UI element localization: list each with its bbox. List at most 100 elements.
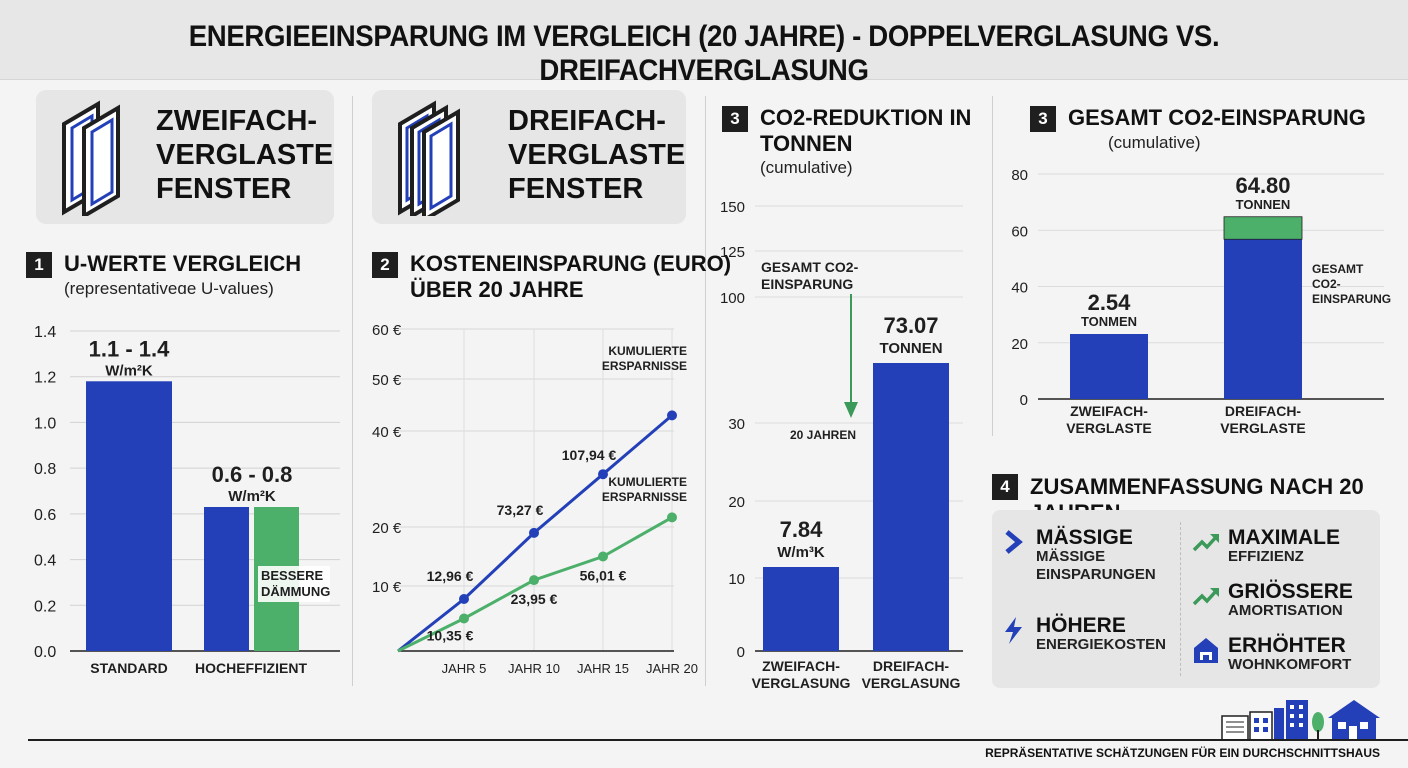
card-title: DREIFACH- VERGLASTE FENSTER (508, 105, 686, 205)
column-divider (705, 96, 706, 686)
x-tick-label: DREIFACH-VERGLASUNG (862, 658, 961, 691)
summary-item: ERHÖHTER WOHNKOMFORT (1192, 634, 1372, 684)
y-tick-label: 0.6 (34, 507, 56, 524)
section-number: 4 (992, 474, 1018, 500)
x-tick-label: STANDARD (90, 660, 168, 676)
data-label: 73.07 (883, 313, 938, 338)
summary-subtitle: EFFIZIENZ (1228, 548, 1304, 565)
bar (763, 567, 839, 651)
x-tick-label: ZWEIFACH-VERGLASTE (1066, 403, 1152, 436)
y-tick-label: 80 (1011, 167, 1028, 184)
y-tick-label: 50 € (372, 372, 402, 389)
y-tick-label: 1.0 (34, 415, 56, 432)
data-label: 12,96 € (427, 568, 474, 584)
y-tick-label: 1.2 (34, 370, 56, 387)
bar (86, 381, 172, 651)
u-value-chart: 0.00.20.40.60.81.01.21.41.1 - 1.4W/m²K0.… (34, 324, 340, 676)
data-label: 23,95 € (511, 591, 558, 607)
summary-subtitle: ENERGIEKOSTEN (1036, 636, 1167, 653)
trend-up-icon (1192, 534, 1219, 552)
data-label: 64.80 (1235, 173, 1290, 198)
data-point (667, 512, 677, 523)
annotation-label: 20 JAHREN (790, 428, 856, 442)
bar (873, 363, 949, 651)
y-tick-label: 20 (728, 494, 745, 511)
unit-label: TONMEN (1081, 314, 1137, 329)
series-label: KUMULIERTE ERSPARNISSE (602, 475, 687, 504)
section-number: 1 (26, 252, 52, 278)
summary-subtitle: MÄSSIGE EINSPARUNGEN (1036, 548, 1156, 583)
page-title: ENERGIEEINSPARUNG IM VERGLEICH (20 JAHRE… (188, 20, 1220, 87)
x-tick-label: JAHR 5 (442, 661, 487, 676)
section-title: GESAMT CO2-EINSPARUNG (1068, 105, 1366, 130)
y-tick-label: 30 (728, 416, 745, 433)
unit-label: W/m²K (105, 362, 153, 379)
data-point (598, 551, 608, 562)
data-point (529, 575, 539, 586)
co2-reduction-chart: 0 10 20 30 100 125 150 7.84 W/m³K ZWEIFACH-VERGLA… (720, 199, 963, 691)
data-point (667, 410, 677, 421)
bar-stack-segment (1223, 216, 1303, 240)
x-tick-label: DREIFACH-VERGLASTE (1220, 403, 1306, 436)
double-pane-window-icon (62, 100, 120, 216)
x-tick-label: JAHR 15 (577, 661, 629, 676)
annotation-text: GESAMT CO2-EINSPARUNG (1312, 262, 1391, 306)
y-tick-label: 0.8 (34, 461, 56, 478)
bar (204, 507, 249, 651)
bar (1070, 334, 1148, 399)
x-tick-label: JAHR 10 (508, 661, 560, 676)
unit-label: TONNEN (879, 340, 942, 357)
summary-item: MAXIMALE EFFIZIENZ (1192, 526, 1372, 576)
section-subtitle: (representativeɑe U-values) (64, 279, 274, 298)
section-title: CO2-REDUKTION IN TONNEN (760, 105, 972, 156)
summary-item: GRIÖSSERE AMORTISATION (1192, 580, 1372, 630)
y-tick-label: 0.0 (34, 644, 56, 661)
x-tick-label: JAHR 20 (646, 661, 698, 676)
section-title: U-WERTE VERGLEICH (64, 251, 302, 276)
data-label: 10,35 € (427, 628, 474, 644)
y-tick-label: 10 (728, 571, 745, 588)
data-point (529, 527, 539, 538)
trend-up-icon (1192, 588, 1219, 606)
summary-divider (1180, 522, 1181, 676)
chevron-right-icon (1005, 530, 1023, 554)
cost-savings-chart: 10 € 20 € 40 € 50 € 60 € JAHR 5 JAHR 10 JAHR 15… (372, 322, 698, 676)
annotation-arrowhead (844, 402, 858, 418)
y-tick-label: 0 (737, 644, 745, 661)
section-subtitle: (cumulative) (760, 158, 853, 177)
section-title: KOSTENEINSPARUNG (EURO) ÜBER 20 JAHRE (410, 251, 732, 302)
summary-title: GRIÖSSERE (1228, 580, 1353, 603)
y-tick-label: 100 (720, 290, 745, 307)
y-tick-label: 0.4 (34, 553, 56, 570)
y-tick-label: 10 € (372, 579, 402, 596)
column-divider (352, 96, 353, 686)
summary-subtitle: WOHNKOMFORT (1228, 656, 1352, 673)
data-label: 0.6 - 0.8 (212, 462, 293, 487)
series-label: KUMULIERTE ERSPARNISSE (602, 344, 687, 373)
bar (1224, 239, 1302, 399)
annotation-text: GESAMT CO2-EINSPARUNG (761, 259, 859, 292)
summary-item: MÄSSIGE MÄSSIGE EINSPARUNGEN (1000, 526, 1180, 590)
summary-box: MÄSSIGE MÄSSIGE EINSPARUNGEN HÖHERE ENER… (992, 510, 1380, 688)
y-tick-label: 60 (1011, 223, 1028, 240)
summary-title: HÖHERE (1036, 614, 1126, 637)
header-bar: ENERGIEEINSPARUNG IM VERGLEICH (20 JAHRE… (0, 0, 1408, 87)
section-number: 3 (1030, 106, 1056, 132)
x-tick-label: HOCHEFFIZIENT (195, 660, 307, 676)
house-icon (1194, 638, 1218, 663)
y-tick-label: 40 € (372, 424, 402, 441)
summary-title: ERHÖHTER (1228, 634, 1346, 657)
y-tick-label: 125 (720, 244, 745, 261)
data-label: 7.84 (780, 517, 824, 542)
label-box (258, 566, 330, 602)
data-label: 1.1 - 1.4 (89, 336, 170, 361)
y-tick-label: 20 (1011, 336, 1028, 353)
city-skyline-icon (1221, 700, 1380, 740)
footer-divider (28, 739, 1408, 741)
data-point (598, 469, 608, 480)
summary-title: MAXIMALE (1228, 526, 1340, 549)
summary-item: HÖHERE ENERGIEKOSTEN (1000, 614, 1180, 664)
section-number: 2 (372, 252, 398, 278)
y-tick-label: 1.4 (34, 324, 56, 341)
